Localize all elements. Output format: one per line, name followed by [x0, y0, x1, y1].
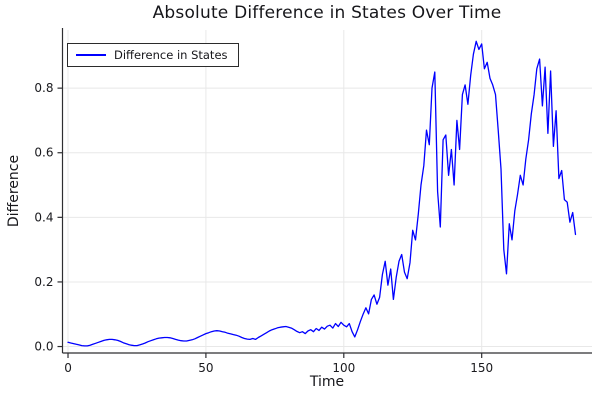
y-tick-label: 0.2: [34, 275, 53, 289]
legend: Difference in States: [67, 43, 239, 67]
y-tick-label: 0.4: [34, 210, 53, 224]
x-tick-label: 100: [332, 361, 355, 375]
series-line-difference-in-states: [67, 40, 577, 347]
x-tick-label: 0: [64, 361, 72, 375]
x-axis-label: Time: [309, 374, 345, 390]
y-tick-label: 0.0: [34, 340, 53, 354]
legend-item-label: Difference in States: [114, 48, 228, 62]
y-tick-label: 0.6: [34, 146, 53, 160]
y-axis-label: Difference: [6, 154, 22, 228]
y-tick-label: 0.8: [34, 81, 53, 95]
chart-title: Absolute Difference in States Over Time: [152, 3, 502, 23]
x-tick-label: 150: [470, 361, 493, 375]
legend-line-swatch: [76, 54, 106, 56]
x-tick-label: 50: [198, 361, 213, 375]
